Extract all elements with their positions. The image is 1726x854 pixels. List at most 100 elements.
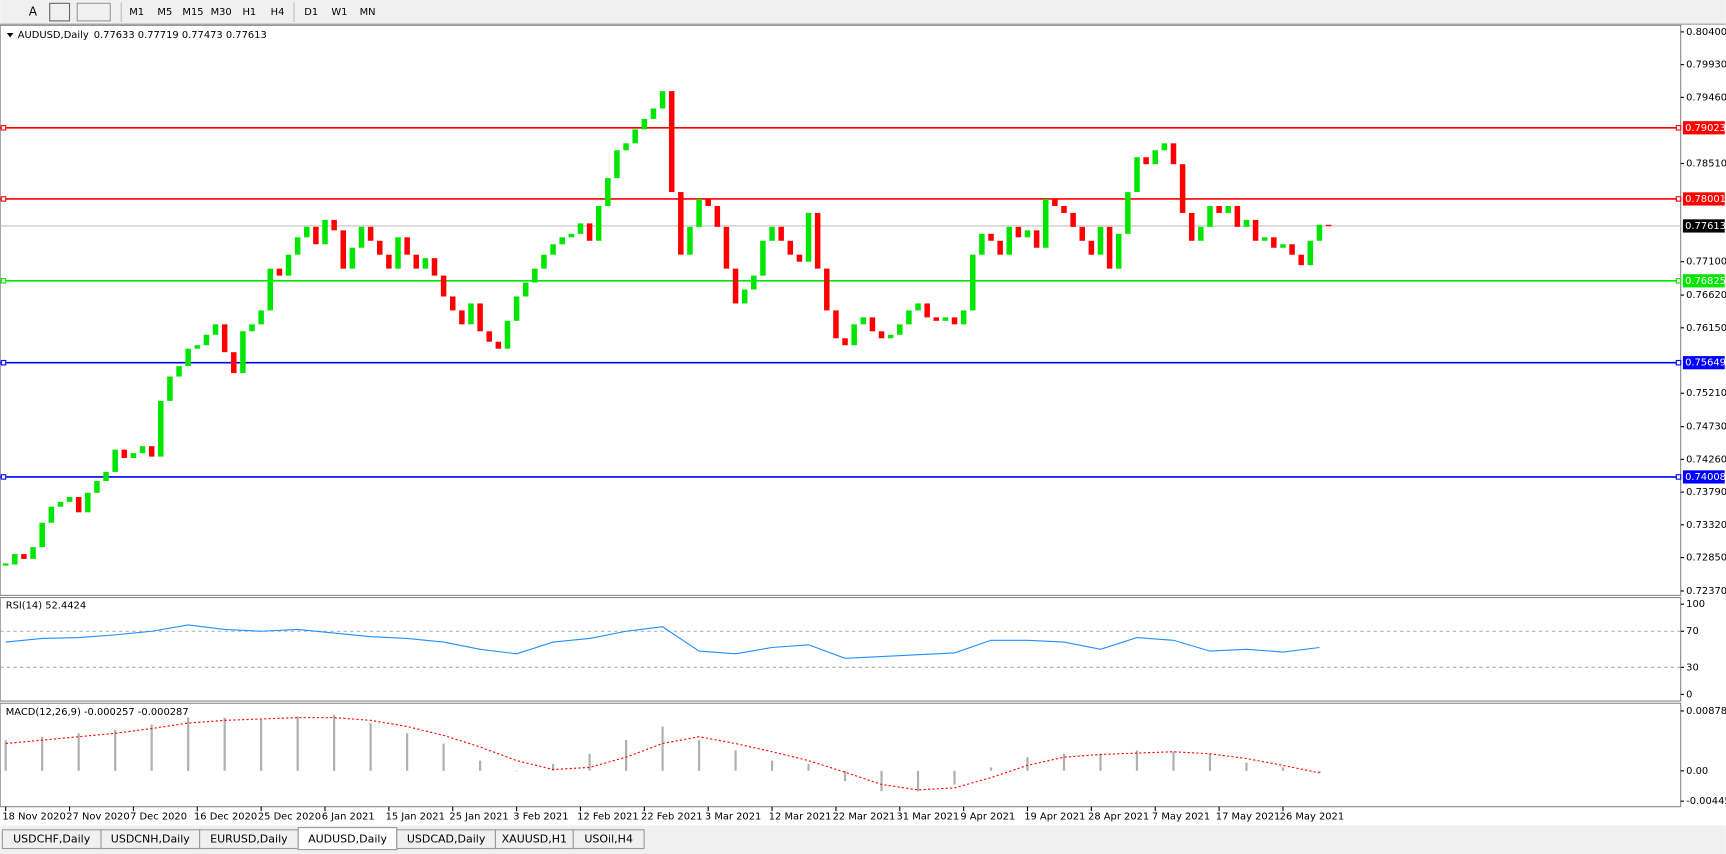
- timeframe-button[interactable]: D1: [304, 7, 318, 18]
- y-tick-label: 0: [1686, 689, 1692, 700]
- level-handle[interactable]: [1675, 125, 1682, 131]
- candle: [668, 91, 675, 193]
- timeframe-button[interactable]: M5: [157, 7, 172, 18]
- timeframe-button[interactable]: M30: [211, 7, 232, 18]
- timeframe-label[interactable]: MN: [360, 7, 376, 18]
- timeframe-label[interactable]: W1: [331, 7, 347, 18]
- level-handle[interactable]: [0, 125, 7, 131]
- symbol-tab[interactable]: EURUSD,Daily: [199, 829, 299, 850]
- symbol-tab[interactable]: USDCAD,Daily: [396, 829, 496, 850]
- timeframe-label[interactable]: M30: [211, 7, 232, 18]
- timeframe-button[interactable]: H1: [242, 7, 256, 18]
- tab-label[interactable]: XAUUSD,H1: [502, 833, 567, 846]
- candle: [294, 237, 301, 255]
- candle: [586, 223, 593, 241]
- macd-bar: [697, 740, 701, 771]
- candle: [1207, 205, 1213, 227]
- macd-bar: [1208, 753, 1212, 771]
- y-tick-label: 0.00: [1686, 766, 1708, 777]
- candle: [85, 492, 91, 513]
- macd-bar: [770, 760, 774, 771]
- candle: [349, 247, 356, 269]
- macd-bar: [624, 740, 628, 771]
- candle: [1024, 230, 1031, 238]
- symbol-tab[interactable]: USDCNH,Daily: [100, 829, 201, 850]
- tool-label[interactable]: A: [29, 5, 38, 19]
- candle: [796, 254, 803, 262]
- level-handle[interactable]: [1675, 359, 1682, 366]
- timeframe-button[interactable]: MN: [360, 7, 376, 18]
- symbol-tab[interactable]: USOil,H4: [572, 829, 645, 850]
- symbol-tab[interactable]: USDCHF,Daily: [1, 829, 102, 850]
- text-tool-icon[interactable]: [49, 2, 71, 22]
- candle: [760, 240, 766, 276]
- candle: [258, 310, 264, 325]
- timeframe-label[interactable]: H4: [271, 7, 285, 18]
- candle: [103, 471, 109, 481]
- tab-label[interactable]: USOil,H4: [584, 833, 633, 846]
- candle: [960, 310, 967, 325]
- level-label-box: [1682, 274, 1725, 288]
- x-tick-label: 25 Jan 2021: [449, 812, 508, 823]
- level-handle[interactable]: [1675, 278, 1682, 284]
- y-tick-label: 0.76150: [1686, 323, 1726, 334]
- candle: [1161, 143, 1168, 151]
- candle: [769, 226, 775, 241]
- tab-box[interactable]: [572, 829, 645, 850]
- candle: [1307, 240, 1314, 266]
- x-tick-label: 15 Jan 2021: [386, 812, 445, 823]
- symbol-tab[interactable]: AUDUSD,Daily: [297, 827, 398, 851]
- candle: [276, 268, 283, 276]
- candle: [139, 446, 146, 454]
- macd-bar: [1026, 757, 1029, 771]
- ohlc-info: 0.77633 0.77719 0.77473 0.77613: [94, 30, 267, 41]
- candle: [194, 345, 201, 349]
- x-tick-label: 26 May 2021: [1280, 812, 1345, 823]
- timeframe-label[interactable]: D1: [304, 7, 318, 18]
- candle: [322, 219, 328, 245]
- candle: [340, 230, 347, 269]
- tab-label[interactable]: EURUSD,Daily: [210, 833, 288, 846]
- symbol-tab[interactable]: XAUUSD,H1: [494, 829, 574, 850]
- x-tick-label: 28 Apr 2021: [1088, 812, 1149, 823]
- timeframe-button[interactable]: M15: [182, 7, 203, 18]
- level-handle[interactable]: [1675, 474, 1682, 480]
- candle: [1316, 224, 1323, 241]
- candle: [39, 522, 45, 548]
- macd-bar: [150, 724, 153, 771]
- macd-bar: [406, 733, 409, 771]
- candle: [413, 254, 419, 269]
- timeframe-button[interactable]: M1: [129, 7, 144, 18]
- candle: [550, 244, 556, 255]
- shapes-tool-icon[interactable]: [76, 2, 111, 22]
- level-handle[interactable]: [0, 474, 7, 480]
- rsi-line: [5, 624, 1320, 659]
- macd-bar: [588, 753, 591, 771]
- collapse-arrow[interactable]: [6, 33, 14, 38]
- macd-bar: [187, 717, 190, 771]
- timeframe-button[interactable]: W1: [331, 7, 347, 18]
- level-handle[interactable]: [0, 278, 7, 284]
- timeframe-label[interactable]: H1: [242, 7, 256, 18]
- tab-label[interactable]: USDCNH,Daily: [111, 833, 191, 846]
- tab-label[interactable]: USDCHF,Daily: [13, 833, 91, 846]
- toolbar: [0, 0, 1726, 25]
- y-tick-label: 0.78510: [1686, 158, 1726, 169]
- macd-bar: [4, 740, 7, 771]
- timeframe-label[interactable]: M15: [182, 7, 203, 18]
- candle: [30, 547, 36, 559]
- tab-label[interactable]: AUDUSD,Daily: [308, 833, 387, 846]
- x-tick-label: 17 May 2021: [1216, 812, 1280, 823]
- candle: [714, 205, 721, 227]
- level-handle[interactable]: [0, 359, 7, 366]
- tab-label[interactable]: USDCAD,Daily: [407, 833, 486, 846]
- level-handle[interactable]: [0, 196, 7, 202]
- timeframe-label[interactable]: M5: [157, 7, 172, 18]
- level-handle[interactable]: [1675, 196, 1682, 202]
- timeframe-button[interactable]: H4: [271, 7, 285, 18]
- y-tick-label: 0.80400: [1686, 27, 1726, 38]
- candle: [1271, 237, 1277, 248]
- signal-line: [5, 717, 1320, 791]
- pane-title: MACD(12,26,9) -0.000257 -0.000287: [6, 707, 189, 718]
- timeframe-label[interactable]: M1: [129, 7, 144, 18]
